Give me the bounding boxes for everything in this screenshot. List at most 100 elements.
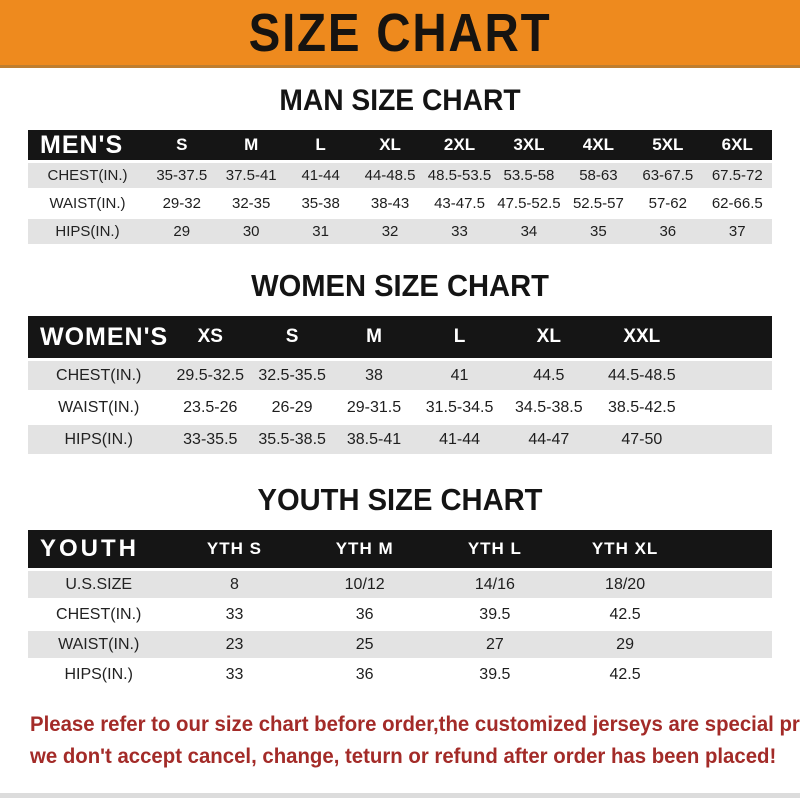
data-cell: 32-35 bbox=[216, 191, 286, 216]
men-size-table: MEN'S S M L XL 2XL 3XL 4XL 5XL 6XL CHEST(IN.) 35-37… bbox=[28, 127, 772, 247]
data-cell: 58-63 bbox=[563, 163, 634, 188]
data-cell: 44.5 bbox=[504, 361, 594, 391]
men-section: MAN SIZE CHART MEN'S S M L XL 2XL 3XL 4XL 5XL 6XL… bbox=[0, 84, 800, 247]
disclaimer-line-2: we don't accept cancel, change, teturn o… bbox=[30, 744, 777, 768]
column-header: XXL bbox=[593, 316, 691, 359]
data-cell: 34.5-38.5 bbox=[504, 393, 594, 423]
data-cell: 42.5 bbox=[559, 661, 691, 689]
data-cell: 35 bbox=[563, 219, 634, 244]
data-cell: 57-62 bbox=[633, 191, 703, 216]
data-cell: 42.5 bbox=[559, 601, 691, 629]
data-cell: 39.5 bbox=[429, 601, 560, 629]
data-cell: 14/16 bbox=[429, 571, 560, 599]
data-cell: 30 bbox=[216, 219, 286, 244]
row-label: WAIST(IN.) bbox=[28, 393, 170, 423]
table-header-label: MEN'S bbox=[28, 130, 148, 160]
column-header: L bbox=[414, 316, 505, 359]
column-header: 4XL bbox=[563, 130, 634, 160]
data-cell: 41-44 bbox=[285, 163, 356, 188]
data-cell: 38.5-41 bbox=[333, 425, 415, 455]
column-header: YTH S bbox=[169, 530, 300, 569]
data-cell: 37.5-41 bbox=[216, 163, 286, 188]
youth-section: YOUTH SIZE CHART YOUTH YTH S YTH M YTH L YTH… bbox=[0, 482, 800, 691]
column-header: L bbox=[285, 130, 356, 160]
column-header: XL bbox=[504, 316, 594, 359]
data-cell: 62-66.5 bbox=[702, 191, 772, 216]
data-cell: 38 bbox=[333, 361, 415, 391]
row-label: HIPS(IN.) bbox=[28, 661, 170, 689]
column-header: M bbox=[216, 130, 286, 160]
data-cell: 29-32 bbox=[147, 191, 217, 216]
column-header: XL bbox=[355, 130, 425, 160]
data-cell: 53.5-58 bbox=[494, 163, 564, 188]
column-header: XS bbox=[169, 316, 252, 359]
column-header: S bbox=[251, 316, 334, 359]
data-cell: 41-44 bbox=[414, 425, 505, 455]
data-cell: 48.5-53.5 bbox=[424, 163, 495, 188]
row-label: HIPS(IN.) bbox=[28, 425, 170, 455]
cell-filler bbox=[690, 601, 772, 629]
data-cell: 32 bbox=[355, 219, 425, 244]
header-filler bbox=[690, 530, 772, 569]
youth-size-table: YOUTH YTH S YTH M YTH L YTH XL U.S.SIZE 8 10/12… bbox=[28, 527, 772, 691]
data-cell: 35.5-38.5 bbox=[251, 425, 334, 455]
women-size-table: WOMEN'S XS S M L XL XXL CHEST(IN.) 29.5-32.5 32.5… bbox=[28, 313, 772, 457]
column-header: 2XL bbox=[424, 130, 495, 160]
table-header-label: YOUTH bbox=[28, 530, 170, 569]
banner: SIZE CHART bbox=[0, 0, 800, 68]
cell-filler bbox=[690, 425, 772, 455]
data-cell: 67.5-72 bbox=[702, 163, 772, 188]
data-cell: 63-67.5 bbox=[633, 163, 703, 188]
women-section: WOMEN SIZE CHART WOMEN'S XS S M L XL XXL CHEST(… bbox=[0, 268, 800, 457]
data-cell: 36 bbox=[633, 219, 703, 244]
data-cell: 44.5-48.5 bbox=[593, 361, 691, 391]
row-label: HIPS(IN.) bbox=[28, 219, 148, 244]
data-cell: 29.5-32.5 bbox=[169, 361, 252, 391]
page-title: SIZE CHART bbox=[248, 2, 552, 63]
data-cell: 38.5-42.5 bbox=[593, 393, 691, 423]
data-cell: 44-47 bbox=[504, 425, 594, 455]
women-section-heading: WOMEN SIZE CHART bbox=[251, 268, 549, 303]
column-header: YTH L bbox=[429, 530, 560, 569]
data-cell: 39.5 bbox=[429, 661, 560, 689]
row-label: WAIST(IN.) bbox=[28, 631, 170, 659]
data-cell: 31 bbox=[285, 219, 356, 244]
data-cell: 32.5-35.5 bbox=[251, 361, 334, 391]
data-cell: 47.5-52.5 bbox=[494, 191, 564, 216]
cell-filler bbox=[690, 661, 772, 689]
data-cell: 26-29 bbox=[251, 393, 334, 423]
data-cell: 36 bbox=[299, 601, 430, 629]
data-cell: 44-48.5 bbox=[355, 163, 425, 188]
header-filler bbox=[690, 316, 772, 359]
data-cell: 25 bbox=[299, 631, 430, 659]
data-cell: 10/12 bbox=[299, 571, 430, 599]
column-header: 3XL bbox=[494, 130, 564, 160]
data-cell: 36 bbox=[299, 661, 430, 689]
cell-filler bbox=[690, 571, 772, 599]
row-label: CHEST(IN.) bbox=[28, 601, 170, 629]
row-label: CHEST(IN.) bbox=[28, 163, 148, 188]
data-cell: 8 bbox=[169, 571, 300, 599]
column-header: S bbox=[147, 130, 217, 160]
data-cell: 29 bbox=[559, 631, 691, 659]
table-header-label: WOMEN'S bbox=[28, 316, 170, 359]
column-header: YTH XL bbox=[559, 530, 691, 569]
data-cell: 43-47.5 bbox=[424, 191, 495, 216]
data-cell: 47-50 bbox=[593, 425, 691, 455]
column-header: 6XL bbox=[702, 130, 772, 160]
data-cell: 29-31.5 bbox=[333, 393, 415, 423]
disclaimer-line-1: Please refer to our size chart before or… bbox=[30, 713, 800, 737]
row-label: WAIST(IN.) bbox=[28, 191, 148, 216]
data-cell: 33 bbox=[424, 219, 495, 244]
youth-section-heading: YOUTH SIZE CHART bbox=[257, 482, 543, 518]
data-cell: 34 bbox=[494, 219, 564, 244]
men-section-heading: MAN SIZE CHART bbox=[279, 84, 521, 117]
data-cell: 35-37.5 bbox=[147, 163, 217, 188]
data-cell: 41 bbox=[414, 361, 505, 391]
row-label: U.S.SIZE bbox=[28, 571, 170, 599]
data-cell: 27 bbox=[429, 631, 560, 659]
data-cell: 33-35.5 bbox=[169, 425, 252, 455]
row-label: CHEST(IN.) bbox=[28, 361, 170, 391]
data-cell: 23 bbox=[169, 631, 300, 659]
